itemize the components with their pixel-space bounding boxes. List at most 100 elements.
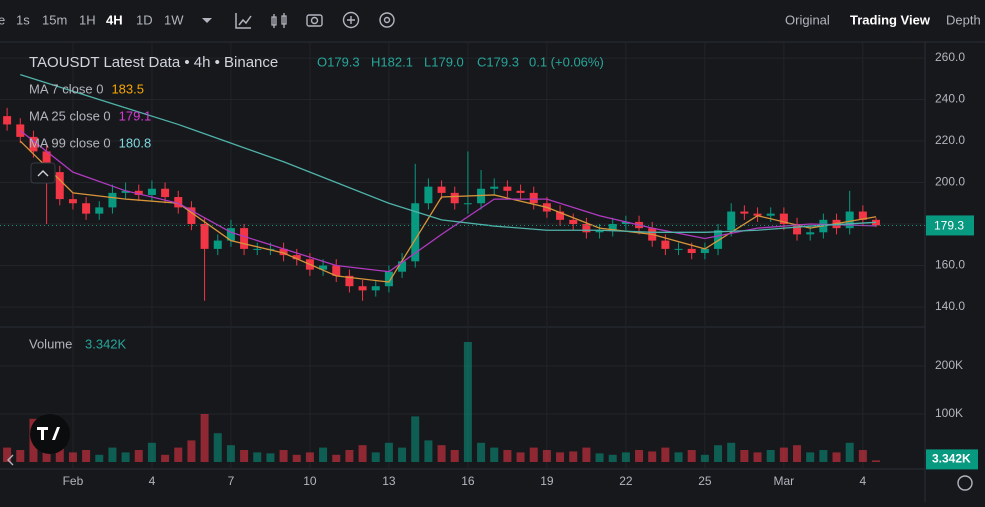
chart-title: TAOUSDT Latest Data • 4h • Binance [29, 54, 278, 71]
candle-body [700, 248, 709, 254]
candle-body [595, 230, 604, 233]
view-option[interactable]: Depth [946, 12, 981, 27]
candle-body [463, 203, 472, 205]
candle-body [779, 213, 788, 224]
volume-bar [200, 414, 209, 462]
candle-body [674, 248, 683, 250]
interval[interactable]: 1s [16, 12, 30, 27]
volume-bar [121, 452, 130, 462]
volume-bar [503, 450, 512, 462]
axis-settings[interactable] [957, 475, 973, 491]
y-tick-label: 200.0 [935, 175, 965, 189]
volume-bar [477, 442, 486, 462]
volume-bar [582, 447, 591, 462]
candle-body [845, 211, 854, 229]
candle-body [134, 190, 143, 195]
volume-bar [305, 452, 314, 462]
ma-legend-value: 183.5 [111, 81, 144, 96]
volume-bar [55, 445, 64, 462]
scroll-left[interactable] [7, 454, 14, 466]
candle-body [68, 199, 77, 204]
candle-body [490, 186, 499, 189]
volume-bar [595, 453, 604, 462]
volume-bar [253, 452, 262, 462]
candle-body [240, 228, 249, 249]
camera-icon[interactable] [306, 14, 323, 27]
candle-body [161, 188, 170, 198]
interval[interactable]: e [0, 12, 5, 27]
settings-icon[interactable] [379, 12, 395, 28]
ma-legend-name: MA 7 close 0 [29, 81, 103, 96]
logo-mark [37, 427, 60, 440]
volume-bar [621, 452, 630, 462]
candle-body [556, 211, 565, 220]
dropdown-icon[interactable] [202, 18, 212, 23]
candle-body [398, 261, 407, 272]
ma-legend-value: 180.8 [119, 135, 152, 150]
volume-bar [95, 454, 104, 462]
candle-body [569, 219, 578, 224]
volume-bar [108, 447, 117, 462]
collapse-icon [37, 170, 49, 177]
candle-body [292, 255, 301, 260]
ma-line [20, 74, 877, 233]
volume-bar [345, 450, 354, 462]
volume-bar [3, 447, 12, 462]
volume-bar [82, 450, 91, 462]
volume-bar [516, 452, 525, 462]
x-tick-label: 4 [860, 474, 867, 488]
volume-bar [490, 447, 499, 462]
candle-body [582, 223, 591, 233]
ohlc-high: H182.1 [371, 54, 413, 69]
volume-bar [411, 416, 420, 462]
view-option[interactable]: Original [785, 12, 830, 27]
candle-body [661, 240, 670, 249]
add-icon-cross [347, 16, 355, 24]
ma-legend-value: 179.1 [119, 108, 152, 123]
indicator-icon[interactable] [235, 13, 252, 29]
volume-bar [740, 450, 749, 462]
volume-bar [635, 450, 644, 462]
candle-body [358, 286, 367, 291]
volume-bar [529, 447, 538, 462]
ma-line [19, 140, 877, 283]
x-tick-label: 22 [619, 474, 633, 488]
volume-bar [463, 342, 472, 462]
volume-bar [845, 442, 854, 462]
candle-body [29, 136, 38, 152]
add-icon[interactable] [342, 11, 360, 29]
interval[interactable]: 1D [136, 12, 153, 27]
candle-icon[interactable] [271, 13, 287, 28]
interval[interactable]: 1H [79, 12, 96, 27]
settings-icon-core [383, 16, 391, 24]
collapse-button[interactable] [30, 162, 56, 184]
ma-line [19, 130, 877, 273]
view-option-active[interactable]: Trading View [850, 12, 931, 27]
volume-bar [226, 445, 235, 462]
candle-body [621, 221, 630, 224]
volume-bar [542, 450, 551, 462]
interval[interactable]: 15m [42, 12, 67, 27]
last-price-label: 179.3 [934, 219, 964, 233]
ohlc-close: C179.3 [477, 54, 519, 69]
candle-body [727, 211, 736, 231]
volume-bar [714, 445, 723, 462]
volume-bar [648, 451, 657, 462]
volume-bar [556, 452, 565, 462]
volume-bar [398, 447, 407, 462]
ma-legend: MA 7 close 0 183.5MA 25 close 0 179.1 MA 99… [29, 81, 151, 150]
volume-bar [358, 445, 367, 462]
volume-bar [68, 452, 77, 462]
x-tick-label: 7 [228, 474, 235, 488]
candle-body [529, 192, 538, 204]
volume-bar [319, 447, 328, 462]
interval-active[interactable]: 4H [106, 12, 123, 27]
candle-body [858, 211, 867, 220]
volume-bar [187, 440, 196, 462]
candle-body [226, 228, 235, 241]
interval[interactable]: 1W [164, 12, 184, 27]
volume-bar [806, 452, 815, 462]
volume-bar [437, 445, 446, 462]
candle-body [279, 248, 288, 256]
